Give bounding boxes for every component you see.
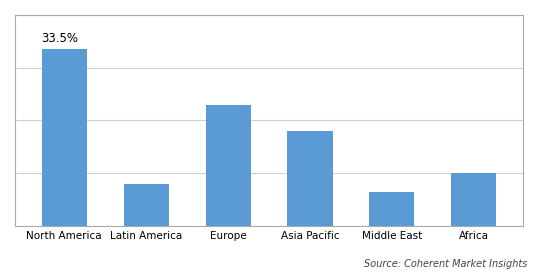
Bar: [370, 191, 414, 226]
Bar: [206, 105, 251, 226]
Text: 33.5%: 33.5%: [41, 32, 79, 45]
Bar: [41, 49, 87, 226]
Bar: [124, 184, 168, 226]
Bar: [287, 131, 332, 226]
Bar: [451, 173, 497, 226]
Text: Source: Coherent Market Insights: Source: Coherent Market Insights: [364, 259, 527, 269]
